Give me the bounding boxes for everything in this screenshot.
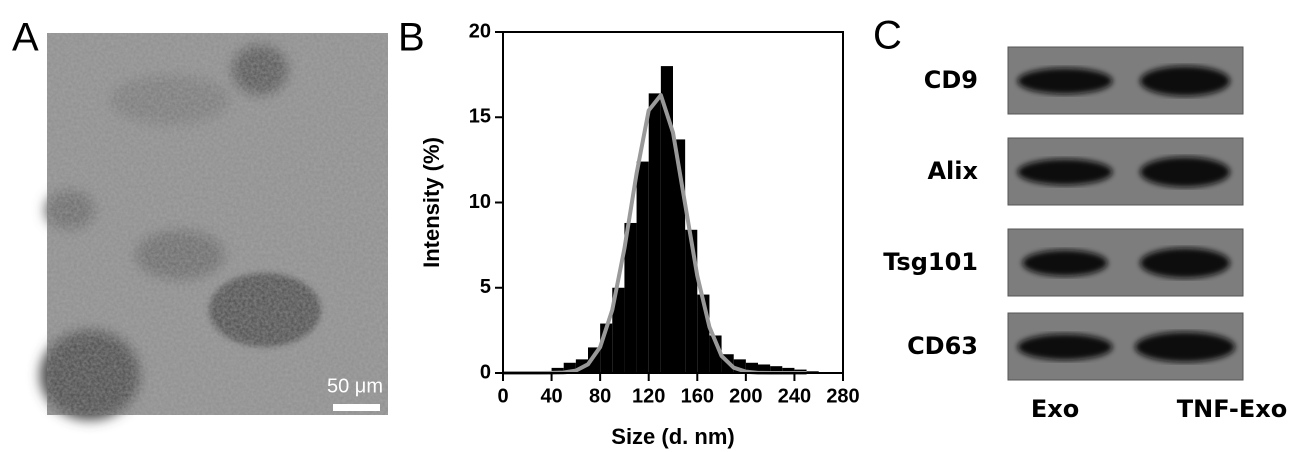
row-label: CD63 (907, 332, 978, 360)
band (1017, 334, 1113, 360)
x-tick-label: 240 (778, 385, 811, 407)
row-label: Alix (927, 157, 978, 185)
band (1017, 68, 1113, 94)
panel-label: C (873, 14, 902, 58)
bar (660, 66, 673, 373)
y-tick-label: 0 (480, 361, 491, 383)
bar (563, 362, 576, 373)
tem-image (40, 33, 388, 420)
panel-label: B (398, 16, 425, 60)
bar (745, 362, 758, 373)
x-tick-label: 120 (632, 385, 665, 407)
y-tick-label: 10 (469, 191, 491, 213)
band (1017, 159, 1113, 185)
y-tick-label: 5 (480, 276, 491, 298)
x-tick-label: 160 (681, 385, 714, 407)
x-tick-label: 80 (589, 385, 611, 407)
bar (551, 367, 564, 373)
western-blot: CD9 Alix Tsg101 CD63 Exo TNF-Exo (883, 46, 1287, 423)
x-tick-label: 280 (826, 385, 859, 407)
x-axis-label: Size (d. nm) (611, 424, 734, 449)
plot-frame (502, 31, 844, 374)
x-tick-label: 40 (540, 385, 562, 407)
bar (758, 364, 771, 373)
bar (612, 287, 625, 373)
x-tick-label: 0 (497, 385, 508, 407)
panel-label: A (12, 16, 39, 60)
band (1140, 66, 1230, 96)
row-label: Tsg101 (883, 248, 978, 276)
x-tick-label: 200 (729, 385, 762, 407)
scale-bar-label: 50 μm (327, 375, 383, 397)
y-axis-label: Intensity (%) (419, 137, 444, 268)
column-label: TNF-Exo (1177, 395, 1287, 423)
bar (648, 93, 661, 373)
y-tick-label: 15 (469, 106, 491, 128)
bar (636, 161, 649, 373)
column-label: Exo (1031, 395, 1079, 423)
band (1022, 250, 1108, 276)
bar (770, 366, 783, 373)
band (1140, 157, 1230, 187)
row-label: CD9 (924, 66, 978, 94)
bar (782, 367, 795, 373)
band (1140, 248, 1230, 278)
band (1135, 332, 1235, 362)
y-tick-label: 20 (469, 20, 491, 42)
bar (624, 222, 637, 373)
